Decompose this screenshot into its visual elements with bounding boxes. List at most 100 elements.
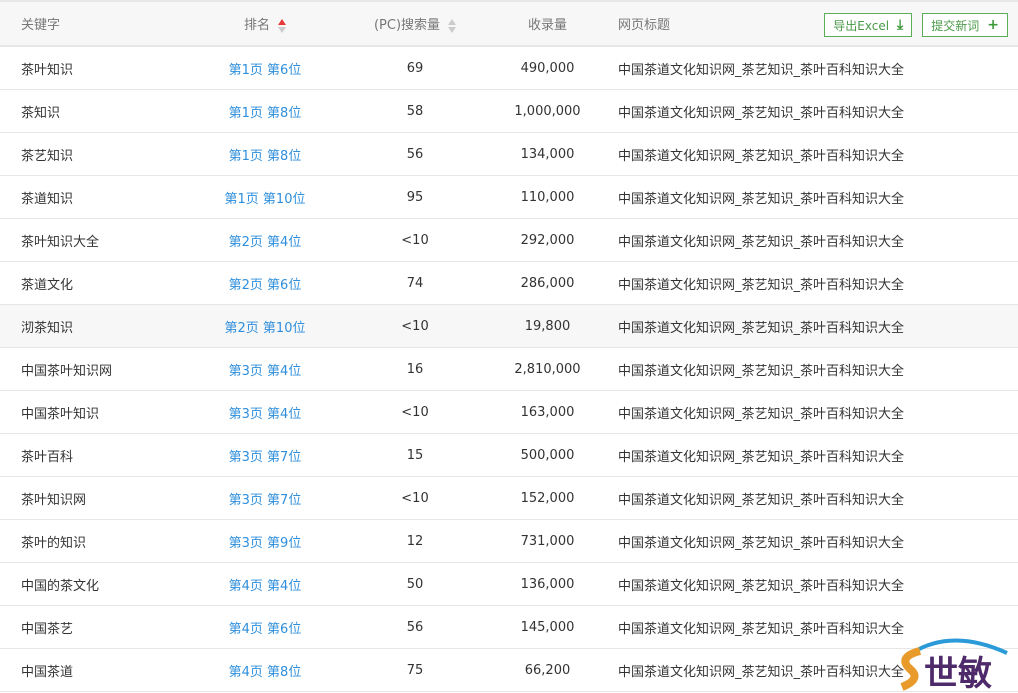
indexed-count-cell: 292,000: [520, 232, 575, 248]
keyword-cell: 中国茶道: [21, 664, 74, 680]
keyword-cell: 茶叶知识: [21, 62, 74, 78]
rank-link[interactable]: 第3页 第4位: [228, 363, 302, 379]
indexed-count-cell: 286,000: [520, 275, 575, 291]
table-header: 关键字 排名 (PC)搜索量 收录量 网页标题 导出Excel ⤓ 提交新词 +: [0, 2, 1018, 47]
page-title-cell: 中国茶道文化知识网_茶艺知识_茶叶百科知识大全: [618, 535, 905, 551]
export-excel-button[interactable]: 导出Excel ⤓: [824, 13, 913, 37]
keyword-cell: 中国茶艺: [21, 621, 74, 637]
search-volume-cell: <10: [401, 404, 429, 420]
svg-text:世敏: 世敏: [924, 654, 992, 691]
search-volume-cell: 58: [406, 103, 424, 119]
page-title-cell: 中国茶道文化知识网_茶艺知识_茶叶百科知识大全: [618, 148, 905, 164]
keyword-cell: 茶叶的知识: [21, 535, 87, 551]
header-search[interactable]: (PC)搜索量: [340, 14, 490, 33]
rank-link[interactable]: 第1页 第8位: [228, 105, 302, 121]
keyword-cell: 茶知识: [21, 105, 61, 121]
table-row: 茶叶知识网 第3页 第7位 <10 152,000 中国茶道文化知识网_茶艺知识…: [0, 477, 1018, 520]
indexed-count-cell: 134,000: [520, 146, 575, 162]
header-search-label: (PC)搜索量: [373, 18, 441, 33]
watermark-logo: 世敏: [900, 638, 1008, 691]
header-indexed: 收录量: [527, 18, 567, 33]
table-row: 茶艺知识 第1页 第8位 56 134,000 中国茶道文化知识网_茶艺知识_茶…: [0, 133, 1018, 176]
table-row: 中国茶道 第4页 第8位 75 66,200 中国茶道文化知识网_茶艺知识_茶叶…: [0, 649, 1018, 692]
keyword-cell: 茶道知识: [21, 191, 74, 207]
keyword-cell: 茶艺知识: [21, 148, 74, 164]
rank-link[interactable]: 第1页 第10位: [224, 191, 306, 207]
submit-new-word-button[interactable]: 提交新词 +: [922, 13, 1008, 37]
search-volume-cell: <10: [401, 490, 429, 506]
page-title-cell: 中国茶道文化知识网_茶艺知识_茶叶百科知识大全: [618, 277, 905, 293]
header-title: 网页标题: [618, 18, 671, 33]
table-row: 茶叶知识 第1页 第6位 69 490,000 中国茶道文化知识网_茶艺知识_茶…: [0, 47, 1018, 90]
rank-link[interactable]: 第3页 第4位: [228, 406, 302, 422]
keyword-cell: 中国茶叶知识: [21, 406, 100, 422]
search-volume-cell: 75: [406, 662, 424, 678]
table-row: 沏茶知识 第2页 第10位 <10 19,800 中国茶道文化知识网_茶艺知识_…: [0, 305, 1018, 348]
keyword-cell: 中国茶叶知识网: [21, 363, 113, 379]
rank-link[interactable]: 第4页 第8位: [228, 664, 302, 680]
rank-link[interactable]: 第1页 第8位: [228, 148, 302, 164]
keyword-cell: 茶叶知识大全: [21, 234, 100, 250]
rank-link[interactable]: 第3页 第7位: [228, 492, 302, 508]
indexed-count-cell: 731,000: [520, 533, 575, 549]
rank-link[interactable]: 第3页 第9位: [228, 535, 302, 551]
page-title-cell: 中国茶道文化知识网_茶艺知识_茶叶百科知识大全: [618, 664, 905, 680]
indexed-count-cell: 1,000,000: [514, 103, 581, 119]
export-label: 导出Excel: [833, 18, 890, 33]
search-volume-cell: <10: [401, 318, 429, 334]
submit-label: 提交新词: [931, 18, 980, 33]
rank-link[interactable]: 第3页 第7位: [228, 449, 302, 465]
table-row: 中国的茶文化 第4页 第4位 50 136,000 中国茶道文化知识网_茶艺知识…: [0, 563, 1018, 606]
table-row: 中国茶艺 第4页 第6位 56 145,000 中国茶道文化知识网_茶艺知识_茶…: [0, 606, 1018, 649]
table-row: 茶道知识 第1页 第10位 95 110,000 中国茶道文化知识网_茶艺知识_…: [0, 176, 1018, 219]
search-volume-cell: 50: [406, 576, 424, 592]
table-row: 茶叶百科 第3页 第7位 15 500,000 中国茶道文化知识网_茶艺知识_茶…: [0, 434, 1018, 477]
rank-link[interactable]: 第2页 第4位: [228, 234, 302, 250]
search-volume-cell: 15: [406, 447, 424, 463]
search-volume-cell: 74: [406, 275, 424, 291]
search-volume-cell: 12: [406, 533, 424, 549]
rank-link[interactable]: 第2页 第6位: [228, 277, 302, 293]
rank-link[interactable]: 第4页 第6位: [228, 621, 302, 637]
download-icon: ⤓: [897, 17, 904, 33]
plus-icon: +: [987, 17, 999, 33]
indexed-count-cell: 110,000: [520, 189, 575, 205]
sort-icon[interactable]: [278, 18, 286, 33]
search-volume-cell: 16: [406, 361, 424, 377]
page-title-cell: 中国茶道文化知识网_茶艺知识_茶叶百科知识大全: [618, 621, 905, 637]
table-row: 茶知识 第1页 第8位 58 1,000,000 中国茶道文化知识网_茶艺知识_…: [0, 90, 1018, 133]
page-title-cell: 中国茶道文化知识网_茶艺知识_茶叶百科知识大全: [618, 449, 905, 465]
rank-link[interactable]: 第4页 第4位: [228, 578, 302, 594]
indexed-count-cell: 145,000: [520, 619, 575, 635]
rank-link[interactable]: 第1页 第6位: [228, 62, 302, 78]
page-title-cell: 中国茶道文化知识网_茶艺知识_茶叶百科知识大全: [618, 105, 905, 121]
header-keyword: 关键字: [21, 18, 61, 33]
header-rank[interactable]: 排名: [190, 14, 340, 33]
table-row: 中国茶叶知识 第3页 第4位 <10 163,000 中国茶道文化知识网_茶艺知…: [0, 391, 1018, 434]
keyword-cell: 茶叶知识网: [21, 492, 87, 508]
search-volume-cell: 56: [406, 619, 424, 635]
search-volume-cell: 56: [406, 146, 424, 162]
page-title-cell: 中国茶道文化知识网_茶艺知识_茶叶百科知识大全: [618, 406, 905, 422]
page-title-cell: 中国茶道文化知识网_茶艺知识_茶叶百科知识大全: [618, 234, 905, 250]
sort-icon[interactable]: [448, 18, 457, 33]
indexed-count-cell: 152,000: [520, 490, 575, 506]
search-volume-cell: <10: [401, 232, 429, 248]
search-volume-cell: 95: [406, 189, 424, 205]
rank-link[interactable]: 第2页 第10位: [224, 320, 306, 336]
page-title-cell: 中国茶道文化知识网_茶艺知识_茶叶百科知识大全: [618, 578, 905, 594]
indexed-count-cell: 163,000: [520, 404, 575, 420]
search-volume-cell: 69: [406, 60, 424, 76]
page-title-cell: 中国茶道文化知识网_茶艺知识_茶叶百科知识大全: [618, 492, 905, 508]
indexed-count-cell: 2,810,000: [514, 361, 581, 377]
indexed-count-cell: 66,200: [524, 662, 571, 678]
page-title-cell: 中国茶道文化知识网_茶艺知识_茶叶百科知识大全: [618, 320, 905, 336]
keyword-cell: 沏茶知识: [21, 320, 74, 336]
table-row: 茶道文化 第2页 第6位 74 286,000 中国茶道文化知识网_茶艺知识_茶…: [0, 262, 1018, 305]
page-title-cell: 中国茶道文化知识网_茶艺知识_茶叶百科知识大全: [618, 363, 905, 379]
keyword-cell: 茶道文化: [21, 277, 74, 293]
indexed-count-cell: 136,000: [520, 576, 575, 592]
keyword-cell: 中国的茶文化: [21, 578, 100, 594]
indexed-count-cell: 500,000: [520, 447, 575, 463]
